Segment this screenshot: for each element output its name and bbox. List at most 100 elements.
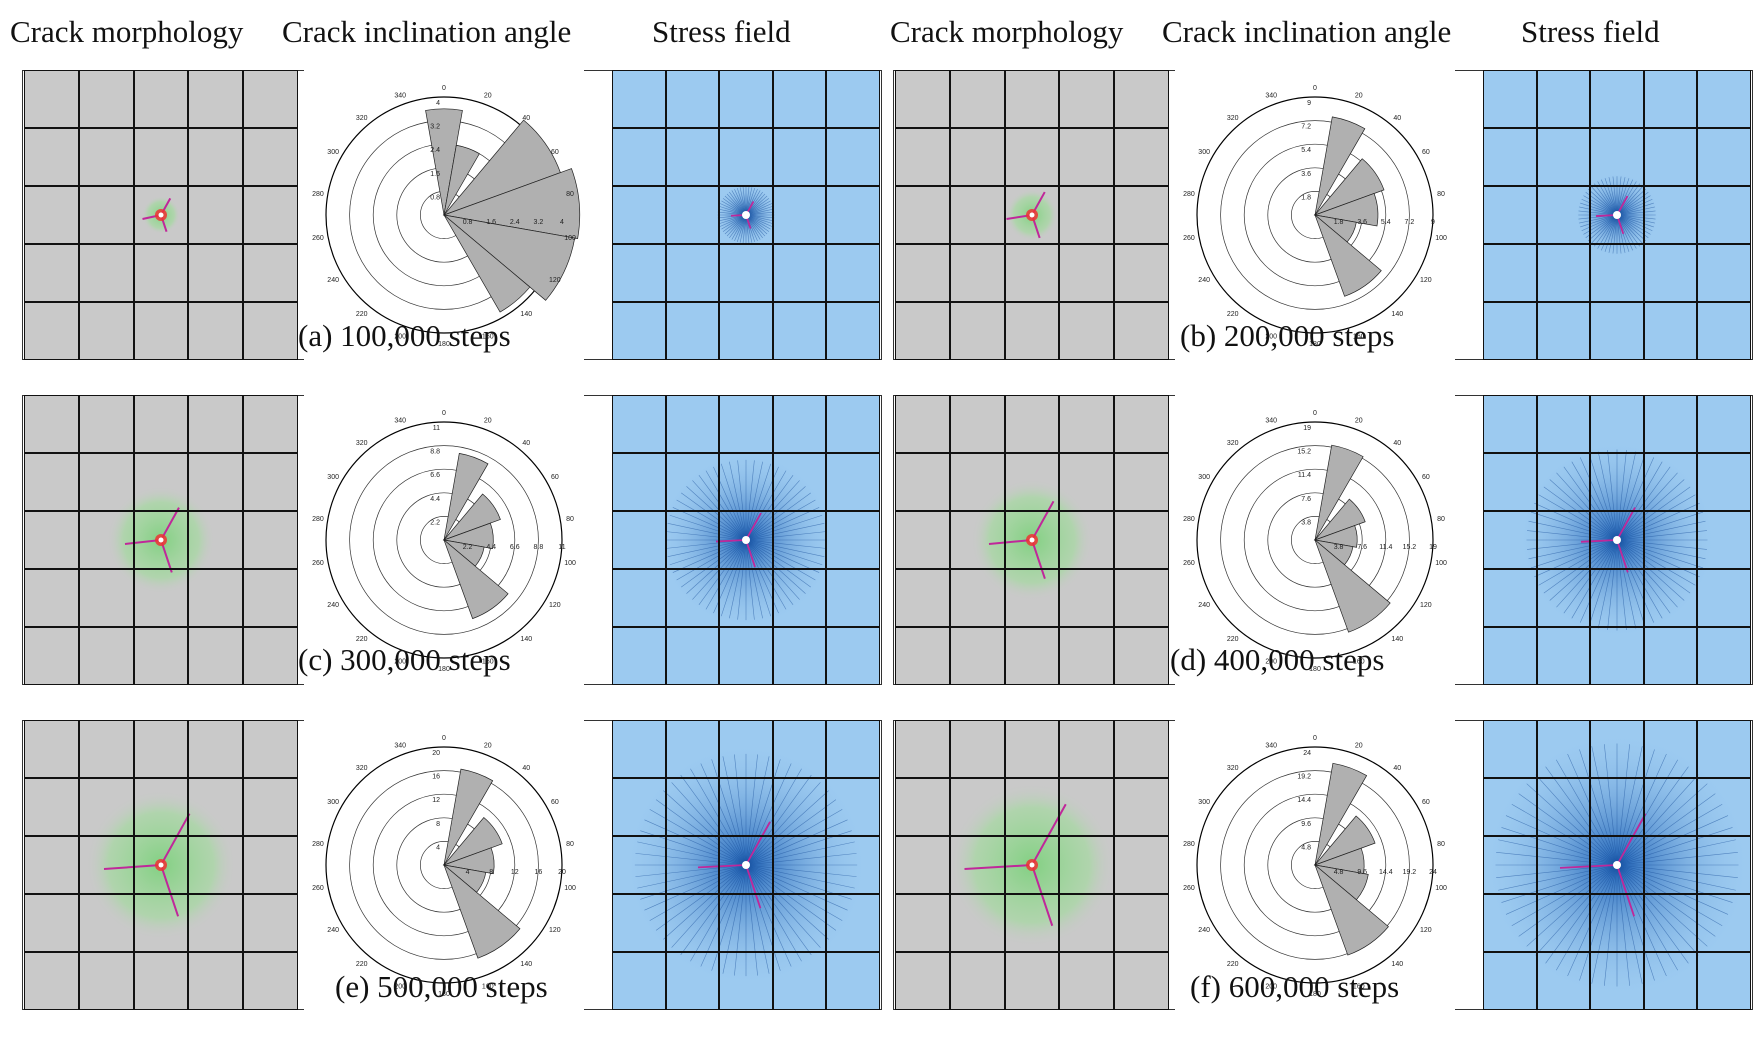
rose-angle-label: 40 <box>1393 765 1401 772</box>
rose-petal <box>442 522 494 549</box>
rose-ring-label: 14.4 <box>1297 797 1311 804</box>
rose-petal <box>443 452 489 541</box>
rose-ring-label: 12 <box>432 797 440 804</box>
rose-petal <box>1313 158 1385 216</box>
rose-angle-label: 120 <box>549 602 561 609</box>
rose-ring-label: 4 <box>560 219 564 226</box>
rose-ring-label: 2.2 <box>463 544 473 551</box>
rose-angle-label: 260 <box>1183 560 1195 567</box>
rose-angle-label: 20 <box>1355 93 1363 100</box>
rose-angle-label: 160 <box>1353 983 1365 990</box>
rose-ring-label: 6.6 <box>510 544 520 551</box>
rose-ring-label: 1.8 <box>1301 194 1311 201</box>
rose-petal <box>442 493 501 541</box>
rose-angle-label: 160 <box>482 983 494 990</box>
rose-ring-label: 19.2 <box>1297 774 1311 781</box>
morphology-grid <box>895 395 1169 685</box>
rose-petal <box>1314 863 1389 956</box>
stress-field-image <box>612 70 880 360</box>
rose-angle-label: 200 <box>1265 983 1277 990</box>
rose-angle-label: 80 <box>1437 191 1445 198</box>
panel-caption: (a) 100,000 steps <box>298 318 511 353</box>
rose-ring-label: 9.6 <box>1301 821 1311 828</box>
rose-petal <box>1314 213 1382 297</box>
panel-caption: (f) 600,000 steps <box>1190 969 1400 1004</box>
morphology-grid <box>895 70 1169 360</box>
rose-angle-label: 200 <box>394 333 406 340</box>
crack-inclination-rose-diagram: 4.8 9.6 14.4 19.2 24 4.8 9.6 14.4 19.2 24 0 20 40 60 8… <box>1175 720 1455 1010</box>
rose-angle-label: 260 <box>1183 885 1195 892</box>
crack-morphology-image <box>24 70 298 360</box>
rose-angle-label: 20 <box>1355 743 1363 750</box>
rose-angle-label: 240 <box>1198 602 1210 609</box>
figure-panel: 4.8 9.6 14.4 19.2 24 4.8 9.6 14.4 19.2 24 0 20 40 60 8… <box>893 720 1753 1015</box>
rose-petal <box>1314 444 1364 541</box>
rose-angle-label: 20 <box>1355 418 1363 425</box>
rose-ring-label: 19 <box>1429 544 1437 551</box>
rose-angle-label: 300 <box>327 474 339 481</box>
rose-angle-label: 40 <box>522 115 530 122</box>
rose-angle-label: 80 <box>1437 516 1445 523</box>
stress-grid <box>612 70 880 360</box>
rose-angle-label: 300 <box>1198 799 1210 806</box>
rose-ring-label: 11 <box>433 425 440 432</box>
rose-ring-label: 7.2 <box>1405 219 1415 226</box>
rose-angle-label: 240 <box>327 602 339 609</box>
rose-angle-label: 0 <box>442 410 446 417</box>
stress-grid <box>612 720 880 1010</box>
rose-angle-label: 340 <box>1265 93 1277 100</box>
rose-ring-label: 11.4 <box>1379 544 1392 551</box>
rose-ring-label: 7.6 <box>1357 544 1367 551</box>
rose-angle-label: 80 <box>566 516 574 523</box>
rose-angle-label: 140 <box>520 311 532 318</box>
panel-caption: (c) 300,000 steps <box>298 642 511 677</box>
rose-petal <box>1314 538 1391 633</box>
rose-angle-label: 260 <box>312 235 324 242</box>
rose-angle-label: 20 <box>484 743 492 750</box>
rose-angle-label: 240 <box>327 277 339 284</box>
rose-ring-label: 8 <box>489 869 493 876</box>
rose-angle-label: 140 <box>1391 636 1403 643</box>
rose-ring-label: 1.6 <box>430 171 440 178</box>
rose-angle-label: 260 <box>312 560 324 567</box>
rose-ring-label: 14.4 <box>1379 869 1393 876</box>
rose-angle-label: 140 <box>1391 961 1403 968</box>
rose-ring-label: 1.8 <box>1334 219 1344 226</box>
rose-ring-label: 5.4 <box>1301 147 1311 154</box>
rose-angle-label: 180 <box>1309 991 1321 998</box>
header-crack-morphology-left: Crack morphology <box>10 14 244 49</box>
rose-angle-label: 220 <box>1227 636 1239 643</box>
rose-angle-label: 100 <box>564 885 576 892</box>
rose-angle-label: 340 <box>394 93 406 100</box>
rose-petal <box>442 168 581 239</box>
rose-ring-label: 8.8 <box>534 544 544 551</box>
crack-inclination-rose-diagram: 2.2 4.4 6.6 8.8 11 2.2 4.4 6.6 8.8 11 0 20 40 60 80 100… <box>304 395 584 685</box>
stress-grid <box>1483 70 1751 360</box>
rose-ring-label: 11 <box>558 544 565 551</box>
panel-caption: (d) 400,000 steps <box>1170 642 1385 677</box>
stress-field-image <box>612 720 880 1010</box>
rose-ring-label: 19.2 <box>1403 869 1417 876</box>
rose-angle-label: 200 <box>394 658 406 665</box>
rose-angle-label: 120 <box>549 277 561 284</box>
rose-ring-label: 5.4 <box>1381 219 1391 226</box>
rose-angle-label: 0 <box>1313 85 1317 92</box>
rose-petal <box>442 214 576 301</box>
rose-angle-label: 280 <box>312 516 324 523</box>
rose-angle-label: 60 <box>1422 149 1430 156</box>
rose-angle-label: 40 <box>1393 115 1401 122</box>
rose-angle-label: 280 <box>312 841 324 848</box>
rose-angle-label: 100 <box>564 235 576 242</box>
rose-angle-label: 100 <box>1435 885 1447 892</box>
rose-angle-label: 160 <box>482 658 494 665</box>
rose-petal <box>1313 815 1376 866</box>
rose-angle-label: 140 <box>520 636 532 643</box>
rose-angle-label: 20 <box>484 93 492 100</box>
rose-angle-label: 0 <box>442 85 446 92</box>
rose-ring-label: 4 <box>436 100 440 107</box>
rose-angle-label: 200 <box>1265 658 1277 665</box>
rose-angle-label: 0 <box>1313 735 1317 742</box>
rose-angle-label: 320 <box>356 765 368 772</box>
rose-petal <box>443 863 521 959</box>
rose-ring-label: 19 <box>1303 425 1311 432</box>
